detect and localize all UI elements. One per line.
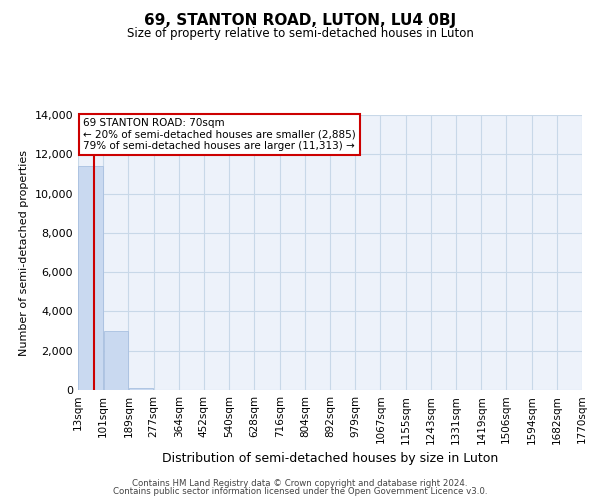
Y-axis label: Number of semi-detached properties: Number of semi-detached properties (19, 150, 29, 356)
Text: Size of property relative to semi-detached houses in Luton: Size of property relative to semi-detach… (127, 28, 473, 40)
Bar (79, 166, 103, 390)
Bar (104, 331, 128, 390)
Text: 69 STANTON ROAD: 70sqm
← 20% of semi-detached houses are smaller (2,885)
79% of : 69 STANTON ROAD: 70sqm ← 20% of semi-det… (83, 118, 356, 151)
Text: Contains HM Land Registry data © Crown copyright and database right 2024.: Contains HM Land Registry data © Crown c… (132, 478, 468, 488)
Text: 69, STANTON ROAD, LUTON, LU4 0BJ: 69, STANTON ROAD, LUTON, LU4 0BJ (144, 12, 456, 28)
Text: Contains public sector information licensed under the Open Government Licence v3: Contains public sector information licen… (113, 487, 487, 496)
Bar (129, 388, 154, 390)
X-axis label: Distribution of semi-detached houses by size in Luton: Distribution of semi-detached houses by … (162, 452, 498, 465)
